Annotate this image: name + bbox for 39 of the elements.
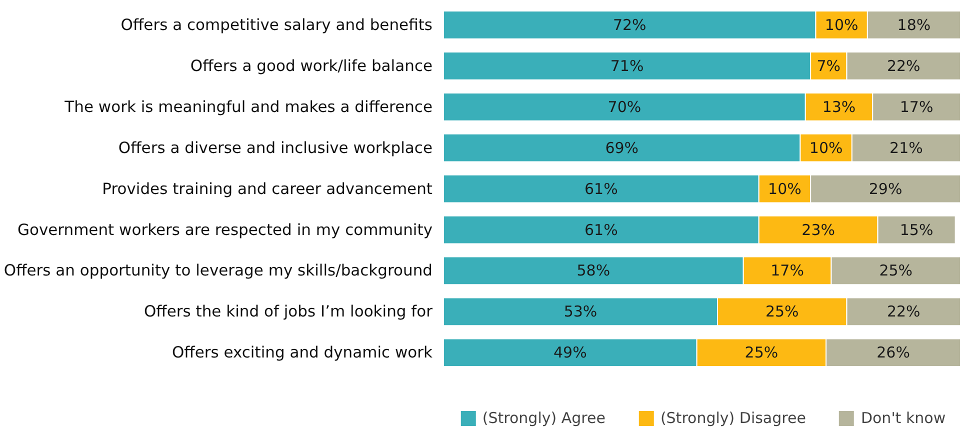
data-label: 58%: [576, 262, 610, 280]
data-label: 25%: [765, 302, 799, 321]
data-label: 26%: [876, 344, 910, 362]
y-tick-label: Offers a competitive salary and benefits: [120, 16, 433, 34]
data-label: 71%: [610, 56, 644, 75]
data-label: 29%: [868, 180, 902, 198]
y-tick-label: Provides training and career advancement: [102, 180, 432, 198]
data-label: 49%: [553, 344, 587, 362]
data-label: 17%: [900, 98, 934, 116]
y-tick-label: Offers exciting and dynamic work: [172, 344, 433, 362]
data-label: 25%: [879, 262, 913, 280]
data-label: 72%: [612, 16, 646, 34]
data-label: 7%: [816, 56, 841, 75]
data-label: 61%: [584, 180, 618, 198]
data-label: 22%: [886, 56, 920, 75]
data-label: 25%: [744, 344, 778, 362]
data-label: 23%: [802, 220, 835, 239]
y-tick-label: The work is meaningful and makes a difference: [64, 98, 433, 116]
legend-label: Don't know: [860, 409, 946, 427]
y-tick-label: Government workers are respected in my community: [17, 220, 433, 239]
data-label: 69%: [605, 138, 639, 157]
data-label: 15%: [900, 220, 934, 239]
data-label: 61%: [584, 220, 618, 239]
data-label: 17%: [770, 262, 804, 280]
data-label: 10%: [768, 180, 802, 198]
data-label: 21%: [890, 138, 923, 157]
data-label: 10%: [824, 16, 858, 34]
y-tick-label: Offers a good work/life balance: [190, 56, 433, 75]
legend-label: (Strongly) Agree: [482, 409, 606, 427]
legend-label: (Strongly) Disagree: [660, 409, 806, 427]
data-label: 13%: [822, 98, 856, 116]
data-label: 70%: [608, 98, 642, 116]
data-label: 53%: [564, 302, 598, 321]
y-tick-label: Offers the kind of jobs I’m looking for: [144, 302, 434, 321]
data-label: 18%: [897, 16, 931, 34]
data-label: 22%: [886, 302, 920, 321]
y-tick-label: Offers a diverse and inclusive workplace: [118, 138, 433, 157]
y-tick-label: Offers an opportunity to leverage my skills/background: [4, 262, 433, 280]
data-label: 10%: [809, 138, 843, 157]
